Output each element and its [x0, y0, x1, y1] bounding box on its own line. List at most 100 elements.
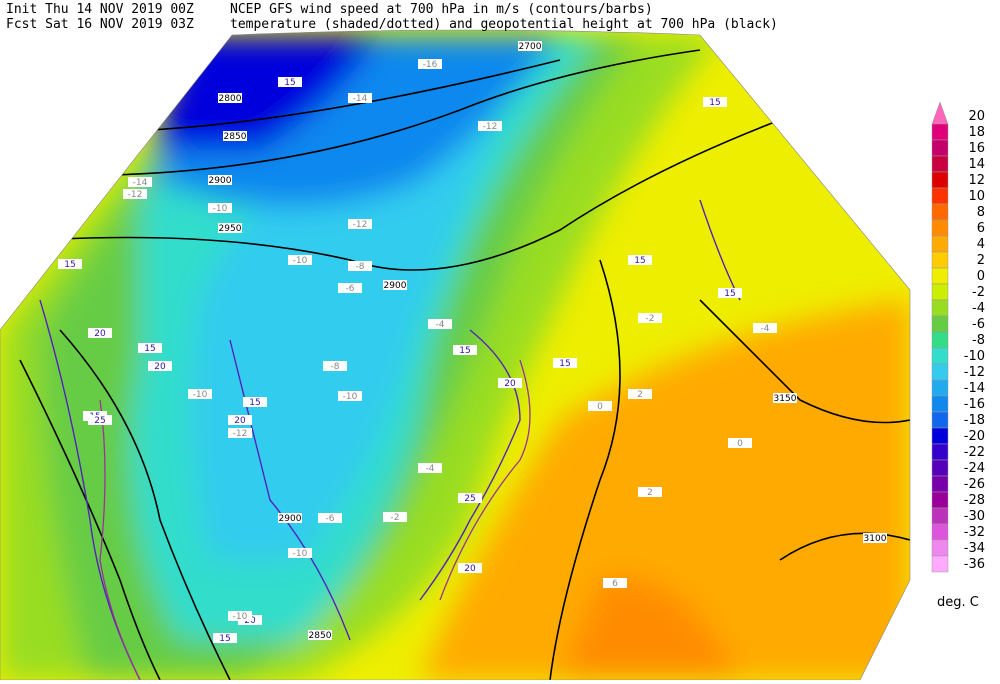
temp-label-bg: [228, 428, 252, 438]
colorbar-label: -36: [964, 557, 985, 572]
colorbar-box: [931, 203, 949, 221]
wind-label-bg: [138, 343, 162, 353]
wind-label-bg: [458, 493, 482, 503]
temp-label: -12: [128, 190, 143, 200]
wind-label-bg: [628, 255, 652, 265]
temp-label: -6: [326, 514, 335, 524]
colorbar-label: 8: [977, 205, 985, 220]
temp-label-bg: [418, 59, 442, 69]
wind-label-bg: [243, 397, 267, 407]
temp-label-bg: [288, 255, 312, 265]
colorbar-box: [931, 523, 949, 541]
temp-label: -14: [133, 178, 148, 188]
height-label-bg: [863, 533, 887, 543]
wind-label-bg: [498, 378, 522, 388]
colorbar-box: [931, 363, 949, 381]
temp-label: 2: [637, 390, 643, 400]
colorbar-label: -6: [972, 317, 985, 332]
wind-label-bg: [458, 563, 482, 573]
temp-label: -16: [423, 60, 438, 70]
height-label: 3100: [864, 534, 887, 544]
temp-label: -12: [483, 122, 498, 132]
height-label: 2900: [279, 514, 302, 524]
temp-label-bg: [188, 389, 212, 399]
wind-label: 15: [709, 98, 720, 108]
colorbar-label: -20: [964, 429, 985, 444]
colorbar-box: [931, 171, 949, 189]
colorbar-box: [931, 443, 949, 461]
wind-label: 15: [219, 634, 230, 644]
colorbar-label: 4: [977, 237, 985, 252]
temp-label-bg: [348, 93, 372, 103]
temp-label-bg: [338, 283, 362, 293]
temp-label-bg: [338, 391, 362, 401]
wind-label: 15: [634, 256, 645, 266]
temp-label: -12: [233, 429, 248, 439]
colorbar-label: 0: [977, 269, 985, 284]
height-label: 2850: [224, 132, 247, 142]
height-label: 2700: [519, 42, 542, 52]
temp-label-bg: [228, 611, 252, 621]
wind-label-bg: [148, 361, 172, 371]
wind-label: 25: [464, 494, 475, 504]
temp-label-bg: [638, 313, 662, 323]
wind-label-bg: [718, 288, 742, 298]
colorbar-label: -10: [964, 349, 985, 364]
colorbar-box: [931, 123, 949, 141]
colorbar-label: -4: [972, 301, 985, 316]
colorbar-box: [931, 219, 949, 237]
height-label: 2800: [219, 94, 242, 104]
wind-label-bg: [278, 77, 302, 87]
height-label: 2950: [219, 224, 242, 234]
temp-label: -10: [293, 549, 308, 559]
colorbar-label: 16: [968, 141, 985, 156]
colorbar-box: [931, 475, 949, 493]
wind-label: 15: [144, 344, 155, 354]
wind-label-bg: [88, 415, 112, 425]
height-label-bg: [383, 280, 407, 290]
temp-label: -10: [213, 204, 228, 214]
temp-label-bg: [603, 578, 627, 588]
wind-label: 20: [464, 564, 476, 574]
map-border: [0, 29, 911, 681]
colorbar-box: [931, 395, 949, 413]
wind-label: 20: [154, 362, 166, 372]
temp-label-bg: [753, 323, 777, 333]
colorbar-box: [931, 507, 949, 525]
colorbar-box: [931, 299, 949, 317]
colorbar-box: [931, 347, 949, 365]
colorbar-box: [931, 379, 949, 397]
colorbar-box: [931, 427, 949, 445]
wind-label-bg: [553, 358, 577, 368]
colorbar-box: [931, 411, 949, 429]
height-label: 2850: [309, 631, 332, 641]
temp-label-bg: [728, 438, 752, 448]
height-label: 3150: [774, 394, 797, 404]
wind-label-bg: [58, 259, 82, 269]
wind-label: 15: [724, 289, 735, 299]
wind-label-bg: [88, 328, 112, 338]
colorbar-label: -26: [964, 477, 985, 492]
colorbar-box: [931, 283, 949, 301]
colorbar-label: -18: [964, 413, 985, 428]
colorbar-box: [931, 139, 949, 157]
wind-label: 15: [64, 260, 75, 270]
colorbar-box: [931, 491, 949, 509]
colorbar-label: 20: [968, 109, 985, 124]
title-line-1: NCEP GFS wind speed at 700 hPa in m/s (c…: [230, 2, 653, 17]
colorbar-label: -12: [964, 365, 985, 380]
colorbar-label: -30: [964, 509, 985, 524]
temp-label: -4: [436, 320, 445, 330]
colorbar-label: 2: [977, 253, 985, 268]
colorbar-box: [931, 315, 949, 333]
wind-label: 15: [284, 78, 295, 88]
height-label-bg: [218, 223, 242, 233]
colorbar-label: -24: [964, 461, 985, 476]
colorbar-arrow: [931, 101, 949, 125]
colorbar: 20181614121086420-2-4-6-8-10-12-14-16-18…: [931, 101, 985, 573]
temp-label: -14: [353, 94, 368, 104]
colorbar-label: -8: [972, 333, 985, 348]
colorbar-units: deg. C: [937, 595, 979, 610]
temp-label: -4: [426, 464, 435, 474]
